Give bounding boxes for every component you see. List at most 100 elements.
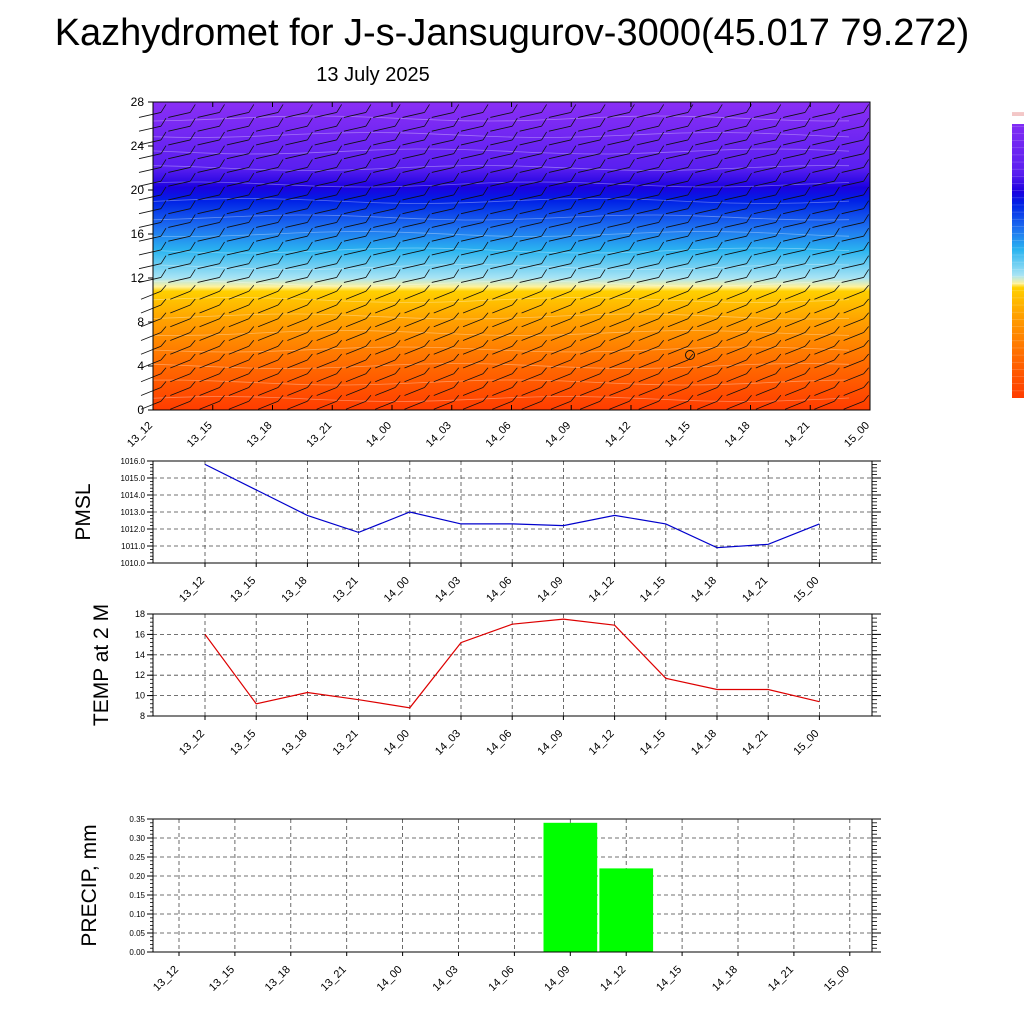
wind-barb-feather <box>687 255 694 264</box>
wind-barb-feather <box>424 394 430 402</box>
wind-barb-feather <box>277 172 284 182</box>
wind-barb <box>697 387 718 396</box>
wind-barb <box>138 167 162 173</box>
wind-barb <box>197 235 220 242</box>
wind-barb <box>314 153 337 160</box>
wind-barb <box>490 125 513 132</box>
wind-barb-feather <box>775 269 782 278</box>
y-tick-label: 1010.0 <box>121 559 146 568</box>
wind-barb <box>138 222 162 228</box>
wind-barb <box>431 249 454 256</box>
wind-barb <box>197 125 220 132</box>
wind-barb-feather <box>716 172 723 182</box>
wind-barb <box>814 318 835 328</box>
wind-barb <box>843 332 864 341</box>
wind-barb <box>140 400 162 410</box>
wind-barb <box>228 290 249 300</box>
x-tick-label: 13_18 <box>279 728 309 758</box>
wind-barb <box>140 304 162 314</box>
wind-barb-feather <box>834 269 840 278</box>
wind-barb <box>431 153 454 160</box>
wind-barb-feather <box>863 227 869 237</box>
wind-barb-feather <box>863 339 869 347</box>
wind-barb <box>460 194 484 201</box>
wind-barb-feather <box>804 131 811 141</box>
wind-barb-feather <box>804 284 811 292</box>
wind-barb <box>753 194 776 201</box>
wind-barb-feather <box>834 131 840 141</box>
wind-barb-feather <box>804 104 811 113</box>
wind-barb-feather <box>277 104 284 113</box>
wind-barb-feather <box>863 381 869 388</box>
wind-barb-feather <box>394 117 401 127</box>
x-tick-label: 13_12 <box>151 964 181 994</box>
wind-barb-feather <box>453 159 460 168</box>
wind-barb-feather <box>482 104 489 113</box>
wind-barb <box>783 194 806 201</box>
wind-barb-feather <box>453 381 460 388</box>
wind-barb-feather <box>541 255 547 264</box>
contour-line <box>152 214 850 221</box>
wind-barb-feather <box>716 227 723 237</box>
wind-barb <box>460 249 484 256</box>
wind-barb-feather <box>453 367 460 374</box>
wind-barb-feather <box>599 312 606 319</box>
wind-barb-feather <box>307 104 313 113</box>
wind-barb <box>140 387 162 396</box>
y-tick-label: 0.05 <box>129 929 145 938</box>
wind-barb-feather <box>189 339 196 347</box>
wind-barb-feather <box>541 353 547 361</box>
wind-barb <box>636 180 659 187</box>
x-tick-label: 13_21 <box>331 728 361 758</box>
wind-barb <box>550 332 572 341</box>
wind-barb <box>375 304 396 314</box>
wind-barb <box>550 290 572 300</box>
wind-barb-feather <box>570 117 577 127</box>
wind-barb-feather <box>716 186 723 196</box>
wind-barb-feather <box>716 200 723 209</box>
wind-barb-feather <box>775 172 782 182</box>
wind-barb <box>843 304 864 314</box>
wind-barb-feather <box>658 353 665 361</box>
wind-barb <box>519 112 542 118</box>
wind-barb-feather <box>336 326 342 333</box>
wind-barb-feather <box>307 298 313 306</box>
wind-barb-feather <box>336 131 343 141</box>
wind-barb <box>607 180 630 187</box>
wind-barb-feather <box>482 381 489 388</box>
wind-barb <box>257 373 279 383</box>
wind-barb <box>636 167 659 173</box>
x-tick-label: 13_15 <box>185 420 215 450</box>
wind-barb <box>783 235 806 242</box>
wind-barb <box>256 222 279 228</box>
wind-barb <box>168 222 191 228</box>
y-tick-label: 18 <box>135 609 145 619</box>
wind-barb <box>609 359 630 369</box>
wind-barb <box>697 290 718 300</box>
wind-barb <box>724 208 747 215</box>
wind-barb-feather <box>365 367 372 374</box>
wind-barb <box>462 318 484 328</box>
wind-barb <box>460 263 484 270</box>
y-tick-label: 1013.0 <box>121 508 146 517</box>
wind-barb <box>753 263 776 270</box>
wind-barb-feather <box>336 227 343 237</box>
wind-barb <box>695 112 718 118</box>
wind-barb-feather <box>716 269 723 278</box>
wind-barb <box>168 139 191 146</box>
wind-barb-feather <box>219 159 225 168</box>
wind-barb <box>550 304 572 314</box>
wind-barb-feather <box>248 241 255 251</box>
wind-barb <box>404 332 425 341</box>
wind-barb-feather <box>716 104 723 113</box>
wind-barb-feather <box>804 394 811 402</box>
wind-barb <box>199 290 220 300</box>
wind-barb-feather <box>365 241 372 251</box>
wind-barb <box>638 290 659 300</box>
wind-barb-feather <box>365 186 372 196</box>
wind-barb <box>226 112 249 118</box>
wind-barb-feather <box>863 200 869 209</box>
wind-barb <box>343 263 367 270</box>
wind-barb <box>784 304 806 314</box>
wind-barb <box>170 345 191 355</box>
